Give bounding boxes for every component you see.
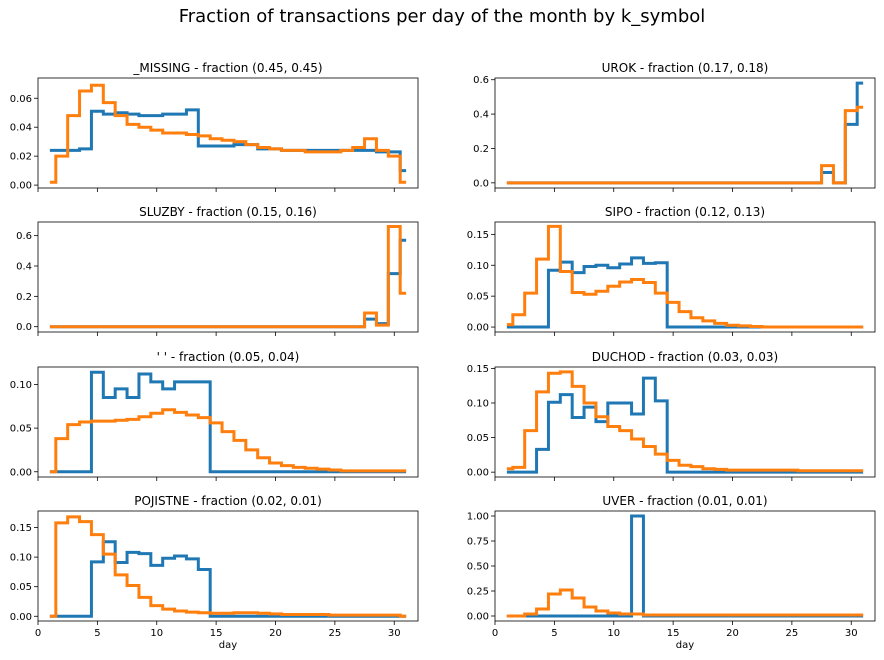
y-tick-label: 0.0 (16, 322, 32, 333)
subplot-title: SLUZBY - fraction (0.15, 0.16) (139, 205, 317, 219)
x-tick-label: 5 (551, 628, 557, 639)
series-orange-line (506, 105, 864, 185)
y-tick-label: 0.75 (467, 537, 489, 548)
axes-frame (37, 221, 419, 333)
y-tick-label: 0.10 (467, 261, 489, 272)
y-tick-label: 0.0 (473, 178, 489, 189)
subplot-6: DUCHOD - fraction (0.03, 0.03) 0.00 0.05 0.… (467, 350, 876, 481)
subplot-title: UROK - fraction (0.17, 0.18) (602, 61, 769, 75)
figure-title: Fraction of transactions per day of the … (179, 6, 706, 27)
series-orange-line (506, 224, 864, 329)
x-tick-label: 0 (492, 628, 498, 639)
axes-frame (494, 510, 876, 622)
subplot-title: POJISTNE - fraction (0.02, 0.01) (134, 494, 322, 508)
y-tick-label: 0.50 (467, 562, 489, 573)
series-orange-line (49, 225, 407, 329)
y-tick-label: 0.15 (467, 230, 489, 241)
y-tick-label: 0.10 (10, 553, 32, 564)
y-tick-label: 0.00 (10, 612, 32, 623)
axes-frame (494, 221, 876, 333)
x-tick-label: 20 (726, 628, 739, 639)
series-orange-line (49, 515, 407, 618)
subplots-grid: _MISSING - fraction (0.45, 0.45)0.000.02… (10, 61, 876, 651)
subplot-title: UVER - fraction (0.01, 0.01) (602, 494, 767, 508)
y-tick-label: 0.06 (10, 94, 32, 105)
series-blue-line (49, 370, 407, 474)
y-tick-label: 0.00 (467, 612, 489, 623)
subplot-title: SIPO - fraction (0.12, 0.13) (605, 205, 765, 219)
subplot-title: ' ' - fraction (0.05, 0.04) (157, 350, 300, 364)
x-tick-label: 30 (388, 628, 401, 639)
subplot-title: _MISSING - fraction (0.45, 0.45) (132, 61, 322, 75)
x-tick-label: 5 (94, 628, 100, 639)
axes-frame (37, 77, 419, 189)
y-tick-label: 0.00 (10, 181, 32, 192)
y-tick-label: 0.00 (467, 323, 489, 334)
y-tick-label: 0.05 (10, 582, 32, 593)
x-tick-label: 10 (150, 628, 163, 639)
series-blue-line (506, 514, 864, 618)
y-tick-label: 0.2 (16, 292, 32, 303)
y-tick-label: 0.05 (10, 424, 32, 435)
series-orange-line (49, 408, 407, 474)
series-orange-line (506, 588, 864, 618)
x-tick-label: 30 (845, 628, 858, 639)
x-tick-label: 25 (786, 628, 799, 639)
y-tick-label: 0.4 (16, 262, 32, 273)
series-blue-line (49, 238, 407, 329)
subplot-7: POJISTNE - fraction (0.02, 0.01) 0.00 0.05… (10, 494, 419, 651)
axes-frame (37, 366, 419, 478)
subplot-4: SIPO - fraction (0.12, 0.13) 0.00 0.05 0.10… (467, 205, 876, 336)
x-axis-label: day (676, 640, 694, 651)
y-tick-label: 0.25 (467, 587, 489, 598)
y-tick-label: 0.4 (473, 110, 489, 121)
y-tick-label: 0.2 (473, 144, 489, 155)
x-tick-label: 10 (607, 628, 620, 639)
series-orange-line (506, 370, 864, 473)
subplot-5: ' ' - fraction (0.05, 0.04) 0.00 0.05 0.10 (10, 350, 419, 481)
subplot-1: _MISSING - fraction (0.45, 0.45) 0.00 0.02… (10, 61, 419, 192)
x-axis-label: day (219, 640, 237, 651)
subplot-3: SLUZBY - fraction (0.15, 0.16) 0.0 0.2 0.4 0… (16, 205, 419, 336)
x-tick-label: 15 (667, 628, 680, 639)
axes-frame (37, 510, 419, 622)
series-blue-line (506, 376, 864, 474)
y-tick-label: 0.15 (467, 364, 489, 375)
y-tick-label: 0.04 (10, 123, 32, 134)
y-tick-label: 0.00 (10, 467, 32, 478)
x-tick-label: 0 (35, 628, 41, 639)
y-tick-label: 0.10 (10, 380, 32, 391)
y-tick-label: 0.15 (10, 523, 32, 534)
y-tick-label: 0.05 (467, 292, 489, 303)
subplot-8: UVER - fraction (0.01, 0.01) 0.00 0.25 0.50… (467, 494, 876, 651)
series-blue-line (506, 81, 864, 185)
axes-frame (494, 366, 876, 478)
y-tick-label: 0.00 (467, 468, 489, 479)
series-orange-line (49, 83, 407, 184)
y-tick-label: 1.00 (467, 512, 489, 523)
axes-frame (494, 77, 876, 189)
y-tick-label: 0.6 (16, 231, 32, 242)
subplot-title: DUCHOD - fraction (0.03, 0.03) (592, 350, 778, 364)
x-tick-label: 25 (329, 628, 342, 639)
y-tick-label: 0.02 (10, 152, 32, 163)
subplot-2: UROK - fraction (0.17, 0.18) 0.0 0.2 0.4 0.6 (473, 61, 876, 192)
x-tick-label: 15 (210, 628, 223, 639)
x-tick-label: 20 (269, 628, 282, 639)
y-tick-label: 0.6 (473, 75, 489, 86)
y-tick-label: 0.10 (467, 398, 489, 409)
y-tick-label: 0.05 (467, 433, 489, 444)
